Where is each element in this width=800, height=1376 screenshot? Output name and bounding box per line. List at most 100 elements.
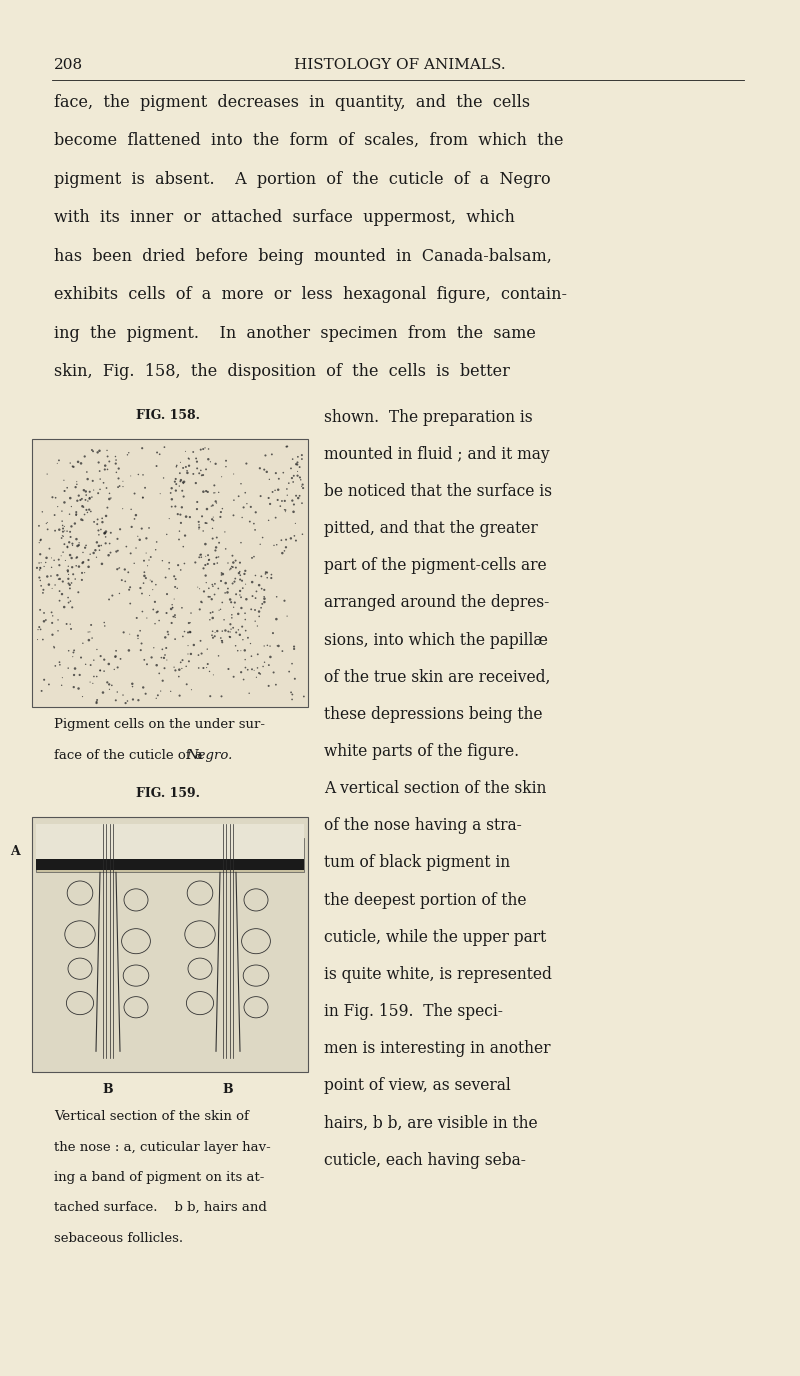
Point xyxy=(245,495,258,517)
Point xyxy=(194,460,207,482)
Text: become  flattened  into  the  form  of  scales,  from  which  the: become flattened into the form of scales… xyxy=(54,132,564,149)
Point xyxy=(110,640,122,662)
Point xyxy=(153,662,166,684)
Point xyxy=(197,557,210,579)
Point xyxy=(185,643,198,665)
Point xyxy=(254,597,267,619)
Point xyxy=(218,522,231,544)
Point xyxy=(69,512,82,534)
Point xyxy=(54,545,67,567)
Point xyxy=(67,455,80,477)
Text: arranged around the depres-: arranged around the depres- xyxy=(324,594,550,611)
Point xyxy=(160,637,173,659)
Point xyxy=(285,527,298,549)
Point xyxy=(202,586,215,608)
Text: face of the cuticle of a: face of the cuticle of a xyxy=(54,749,207,761)
Point xyxy=(101,497,114,519)
Point xyxy=(164,680,177,702)
Point xyxy=(112,476,125,498)
Point xyxy=(92,451,105,473)
Point xyxy=(187,440,200,462)
Point xyxy=(285,457,298,479)
Point xyxy=(271,488,284,510)
Point xyxy=(96,508,109,530)
Point xyxy=(183,621,196,643)
Point xyxy=(227,462,240,484)
Point xyxy=(257,655,270,677)
Point xyxy=(232,486,245,508)
Point xyxy=(199,564,212,586)
Point xyxy=(170,568,182,590)
Point xyxy=(198,436,211,458)
Point xyxy=(34,552,47,574)
Point xyxy=(83,487,96,509)
Point xyxy=(55,527,68,549)
Point xyxy=(33,552,46,574)
Point xyxy=(190,457,203,479)
Point xyxy=(41,464,54,486)
Point xyxy=(171,504,184,526)
Point xyxy=(208,553,221,575)
Point xyxy=(234,564,246,586)
Point xyxy=(216,621,229,643)
Point xyxy=(86,627,98,649)
Point xyxy=(220,450,233,472)
Text: B: B xyxy=(102,1083,114,1095)
Point xyxy=(39,610,52,632)
Point xyxy=(214,627,227,649)
Text: part of the pigment-cells are: part of the pigment-cells are xyxy=(324,557,546,574)
Point xyxy=(74,488,86,510)
Point xyxy=(173,659,186,681)
Point xyxy=(134,619,146,641)
Point xyxy=(138,561,150,583)
Point xyxy=(174,512,187,534)
Point xyxy=(147,637,160,659)
Point xyxy=(52,610,65,632)
Point xyxy=(182,612,195,634)
Point xyxy=(236,506,249,528)
Point xyxy=(206,508,218,530)
Point xyxy=(206,588,218,610)
Point xyxy=(281,484,294,506)
Point xyxy=(291,454,304,476)
Point xyxy=(84,544,97,566)
Point xyxy=(58,520,71,542)
Point xyxy=(202,549,215,571)
Point xyxy=(206,517,219,539)
Point xyxy=(249,610,262,632)
Point xyxy=(249,519,262,541)
Point xyxy=(146,579,159,601)
Point xyxy=(62,586,74,608)
Point xyxy=(50,487,62,509)
Point xyxy=(206,601,219,623)
Point xyxy=(214,501,227,523)
Point xyxy=(112,557,125,579)
Point xyxy=(58,469,70,491)
Point xyxy=(87,666,100,688)
Point xyxy=(258,586,270,608)
Point xyxy=(212,482,225,504)
Point xyxy=(158,436,171,458)
Point xyxy=(99,526,112,548)
Point xyxy=(215,465,228,487)
Point xyxy=(273,468,286,490)
Point xyxy=(99,454,112,476)
Point xyxy=(39,552,52,574)
Point xyxy=(200,656,213,678)
Point xyxy=(63,531,76,553)
Text: of the true skin are received,: of the true skin are received, xyxy=(324,669,550,685)
Point xyxy=(66,596,78,618)
Point xyxy=(138,549,150,571)
Point xyxy=(177,457,190,479)
Text: Negro.: Negro. xyxy=(186,749,233,761)
Text: tached surface.    b b, hairs and: tached surface. b b, hairs and xyxy=(54,1201,267,1214)
Point xyxy=(37,629,50,651)
Point xyxy=(120,535,133,557)
Point xyxy=(101,439,114,461)
Point xyxy=(128,552,141,574)
Point xyxy=(292,487,305,509)
Point xyxy=(86,440,99,462)
Point xyxy=(194,544,207,566)
Point xyxy=(124,577,137,599)
Point xyxy=(75,509,88,531)
